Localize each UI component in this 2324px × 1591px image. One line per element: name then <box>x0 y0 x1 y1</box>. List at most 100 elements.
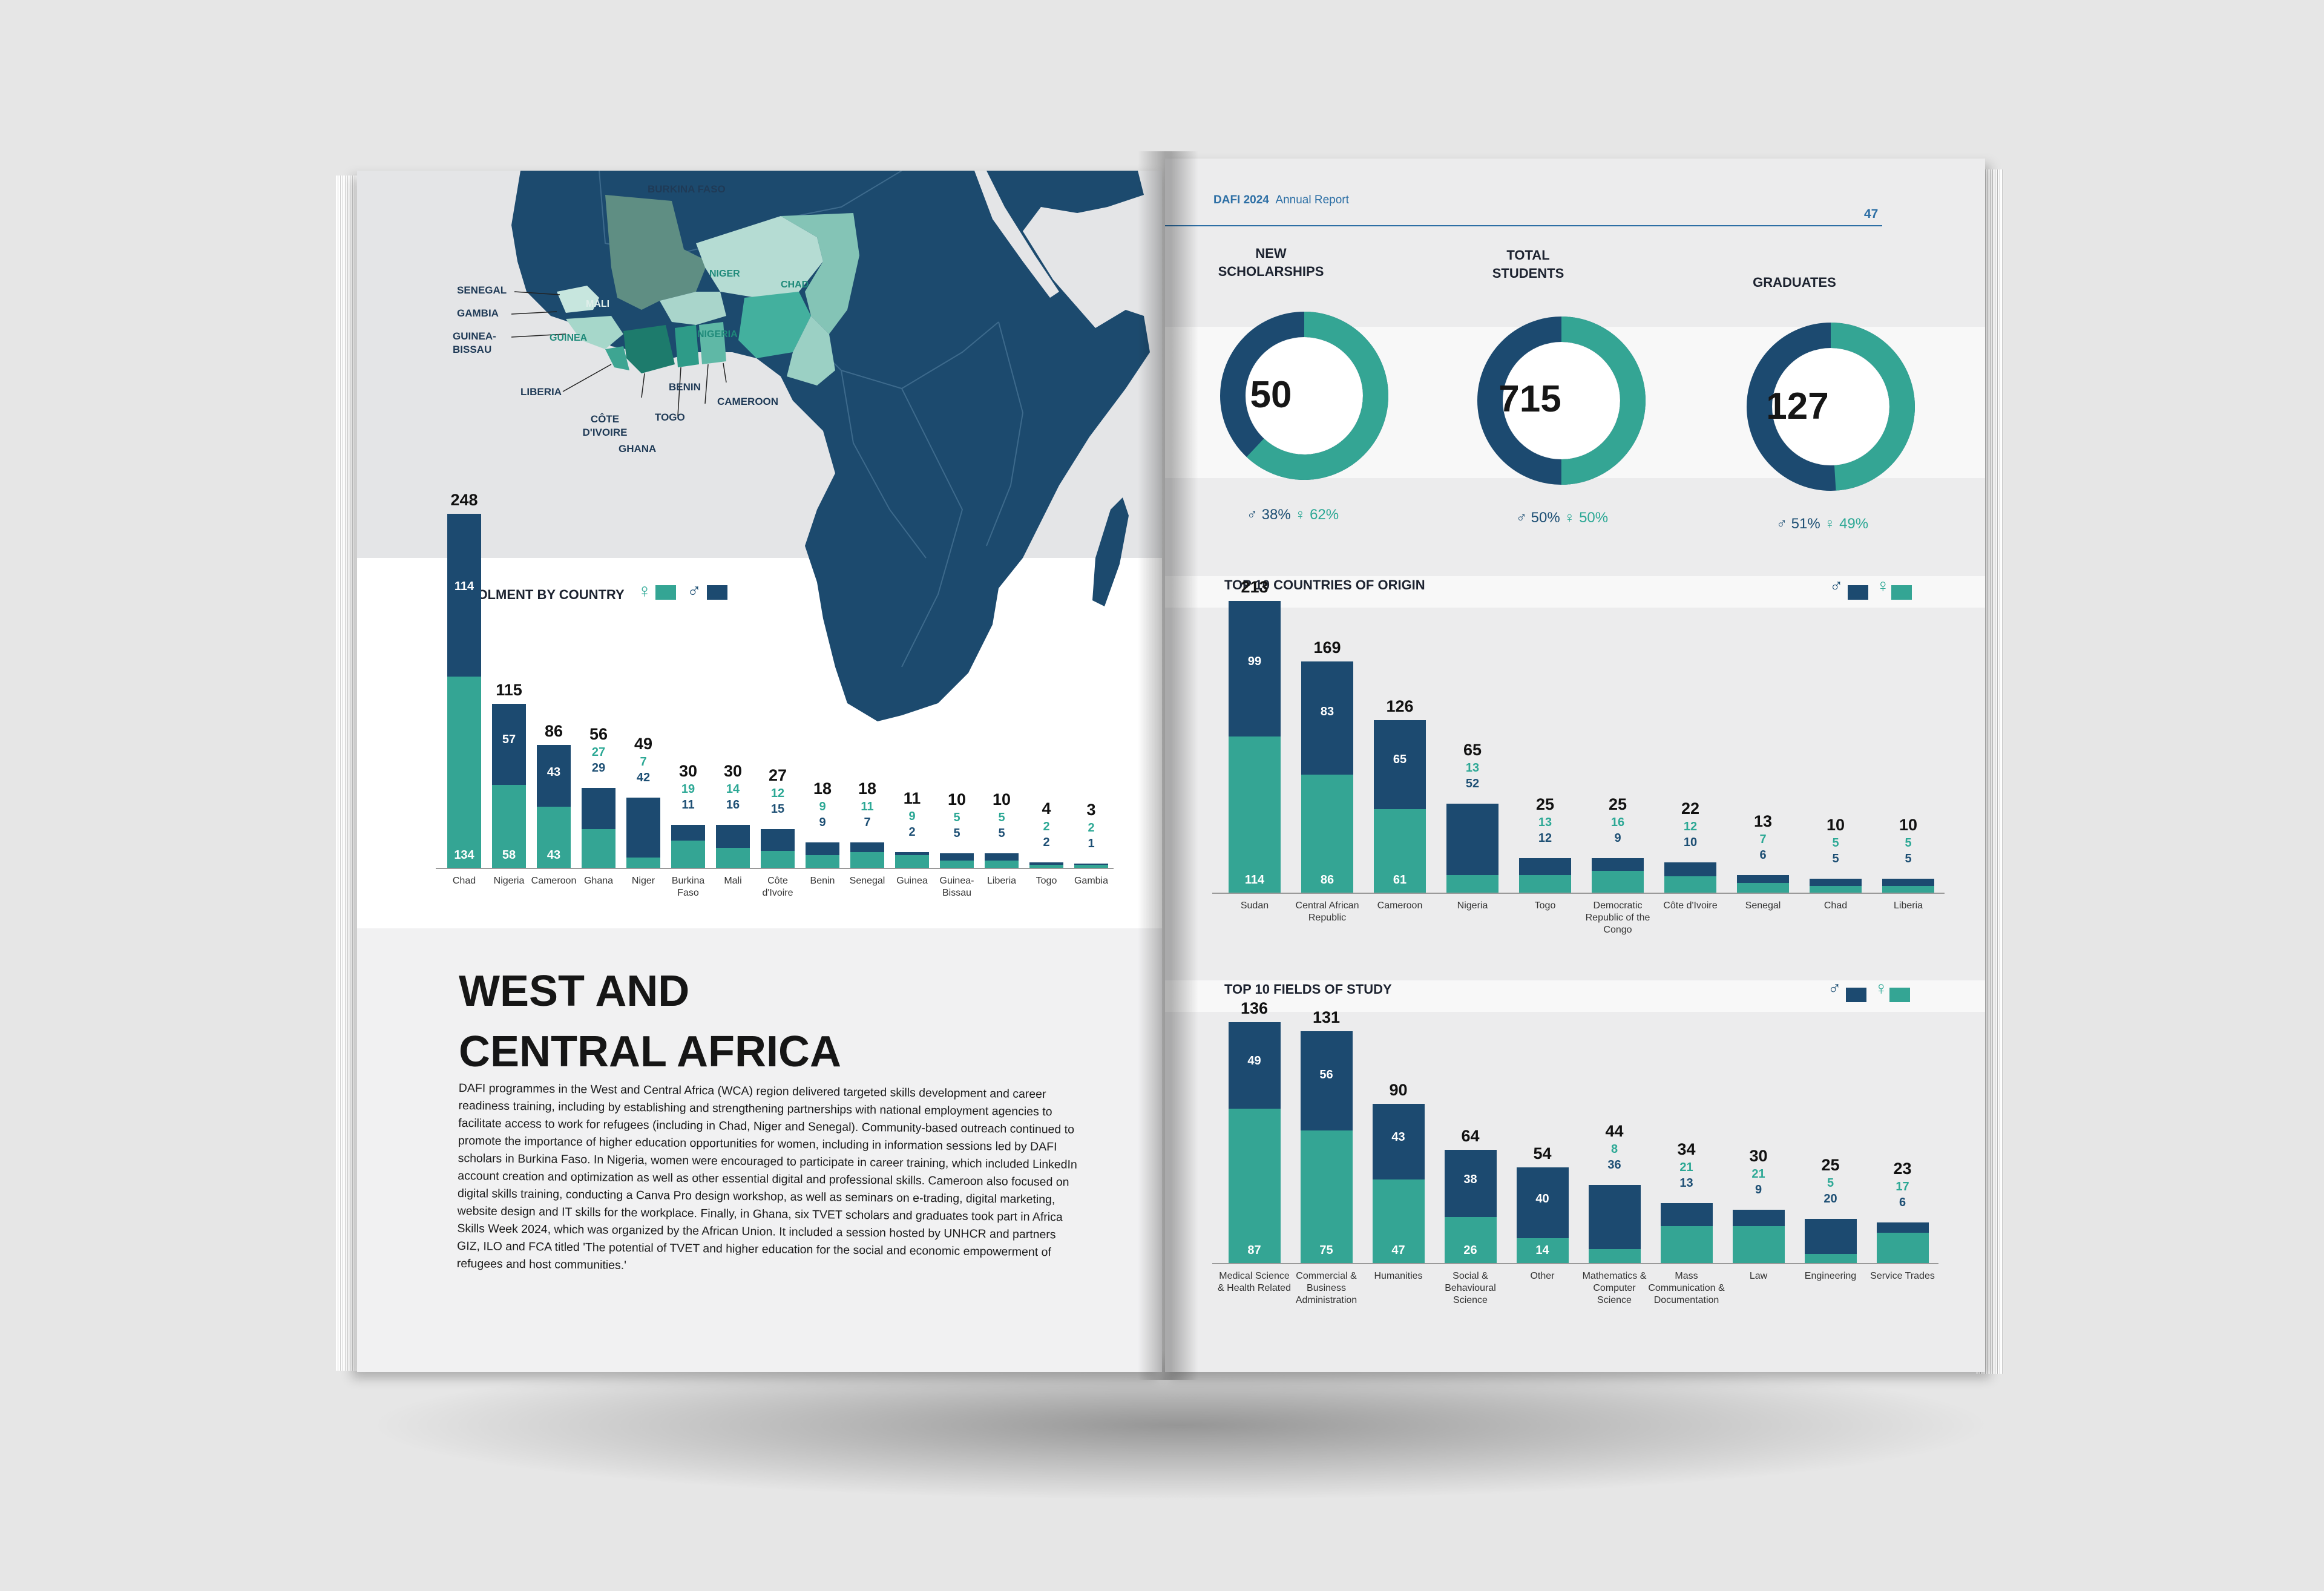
category-label: Guinea <box>896 876 928 886</box>
bar-value-label: 87 <box>1247 1244 1261 1257</box>
origin-female-swatch <box>1891 585 1912 600</box>
bar-segment-male <box>1300 1031 1353 1130</box>
bar-segment-female <box>806 855 839 868</box>
bar-value-label: 114 <box>1244 873 1265 887</box>
bar-value-label: 26 <box>1463 1244 1477 1257</box>
bar-segment-female <box>895 855 929 868</box>
category-label: Chad <box>1823 900 1848 911</box>
bar-segment-male <box>1029 862 1063 865</box>
bar-segment-male <box>716 825 750 848</box>
header-report: Annual Report <box>1275 194 1349 206</box>
bar-value-label: 20 <box>1823 1192 1837 1206</box>
category-label: Mathematics & Computer Science <box>1582 1271 1647 1305</box>
enrolment-chart: 134 114 248 Chad 58 57 115 Nigeria 43 43 86 Cameroo… <box>357 171 1162 927</box>
map-label-chad: CHAD <box>781 280 809 290</box>
niger <box>696 216 823 298</box>
pct-new-scholarships: ♂ 38% ♀ 62% <box>1247 507 1339 523</box>
bar-value-label: 2 <box>1088 821 1095 835</box>
bar-segment-female <box>1660 1225 1713 1263</box>
bar-value-label: 21 <box>1751 1167 1765 1181</box>
bar-value-label: 2 <box>1043 835 1050 849</box>
heading-line-2: CENTRAL AFRICA <box>459 1028 841 1076</box>
bar-total-label: 11 <box>903 789 921 808</box>
bar-value-label: 5 <box>1827 1176 1834 1190</box>
category-label: Togo <box>1036 876 1057 886</box>
togo-benin <box>699 322 726 364</box>
map-label-guinea: GUINEA <box>550 333 588 343</box>
category-label: Liberia <box>986 876 1017 886</box>
donut-female-arc <box>1220 312 1388 480</box>
bar-total-label: 54 <box>1533 1144 1552 1163</box>
bar-total-label: 131 <box>1312 1008 1341 1026</box>
bar-segment-female <box>1372 1179 1425 1263</box>
bar-segment-female <box>1074 865 1108 868</box>
bar-value-label: 7 <box>640 755 647 769</box>
bar-segment-male <box>447 514 481 677</box>
bar-total-label: 10 <box>947 790 967 809</box>
bar-segment-female <box>1229 736 1281 893</box>
female-legend-swatch <box>655 585 676 600</box>
bar-segment-male <box>492 703 526 786</box>
bar-value-label: 14 <box>726 782 740 796</box>
bar-total-label: 27 <box>768 766 787 785</box>
fields-chart: 87 49 136 Medical Science & Health Related 7… <box>1165 159 1985 1369</box>
bar-value-label: 9 <box>819 799 826 813</box>
madagascar <box>1092 497 1129 606</box>
bar-value-label: 12 <box>1683 820 1698 834</box>
bar-segment-female <box>1300 1130 1353 1263</box>
bar-value-label: 13 <box>1465 761 1480 775</box>
bar-segment-female <box>492 785 526 868</box>
category-label: Sudan <box>1240 900 1269 911</box>
bar-value-label: 10 <box>1683 836 1698 850</box>
bar-segment-male <box>582 787 615 830</box>
bar-segment-male <box>1446 803 1498 875</box>
bar-segment-female <box>537 806 571 868</box>
bar-segment-female <box>940 861 974 868</box>
map-label-ghana: GHANA <box>619 443 657 454</box>
bar-segment-female <box>1301 775 1353 893</box>
bar-segment-female <box>1804 1254 1857 1263</box>
bar-segment-male <box>1444 1149 1497 1217</box>
guinea <box>566 316 623 349</box>
bar-value-label: 5 <box>998 827 1005 841</box>
bar-total-label: 25 <box>1535 795 1555 814</box>
cameroon <box>787 316 835 385</box>
fields-male-icon: ♂ <box>1828 979 1842 999</box>
bar-total-label: 10 <box>1826 816 1845 835</box>
bar-value-label: 42 <box>636 771 651 785</box>
chart-baseline <box>1212 1263 1938 1264</box>
category-label: Other <box>1530 1271 1555 1281</box>
bar-total-label: 86 <box>544 722 563 741</box>
bar-segment-female <box>761 850 795 868</box>
bar-segment-male <box>985 853 1019 861</box>
bar-value-label: 52 <box>1465 776 1480 790</box>
category-label: Nigeria <box>493 876 525 886</box>
bar-segment-male <box>1882 879 1934 886</box>
donut-center <box>1246 338 1362 454</box>
map-label-togo: TOGO <box>655 412 685 423</box>
category-label: Senegal <box>849 876 885 886</box>
category-label: Côte d'Ivoire <box>1663 900 1718 911</box>
running-header: DAFI 2024 Annual Report <box>1213 194 1349 207</box>
bar-total-label: 22 <box>1681 799 1700 818</box>
origin-female-icon: ♀ <box>1876 576 1890 596</box>
category-label: Guinea-Bissau <box>939 876 974 898</box>
category-label: Niger <box>631 876 655 886</box>
pct-graduates: ♂ 51% ♀ 49% <box>1776 516 1869 532</box>
bar-value-label: 56 <box>1319 1068 1333 1082</box>
map-label-benin: BENIN <box>669 381 701 393</box>
bar-value-label: 15 <box>770 802 785 816</box>
donut-center <box>1503 343 1620 459</box>
bar-value-label: 11 <box>861 799 874 813</box>
bar-segment-male <box>940 853 974 861</box>
bar-total-label: 65 <box>1463 740 1482 759</box>
bar-value-label: 43 <box>1391 1130 1405 1144</box>
bar-total-label: 4 <box>1042 799 1051 818</box>
bar-value-label: 6 <box>1899 1195 1906 1209</box>
male-legend-swatch <box>707 585 727 600</box>
bar-value-label: 6 <box>1759 848 1767 862</box>
bar-total-label: 25 <box>1608 795 1627 814</box>
bar-value-label: 86 <box>1320 873 1334 887</box>
fields-title: TOP 10 FIELDS OF STUDY <box>1224 982 1392 997</box>
bar-total-label: 169 <box>1313 638 1341 657</box>
